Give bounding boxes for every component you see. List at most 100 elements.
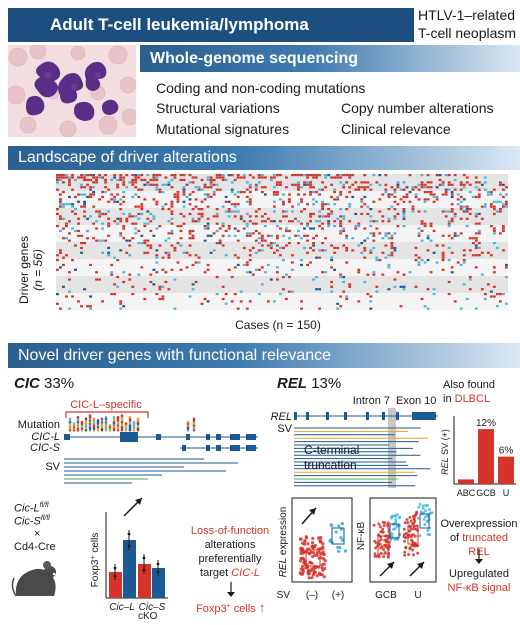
oncoplot-cell: [381, 215, 385, 218]
oncoplot-cell: [98, 215, 102, 218]
oncoplot-cell: [206, 178, 210, 182]
oncoplot-cell: [245, 232, 249, 235]
oncoplot-cell: [119, 232, 123, 235]
oncoplot-cell: [474, 307, 478, 310]
oncoplot-row-band: [56, 242, 508, 245]
oncoplot-cell: [282, 234, 285, 237]
oncoplot-cell: [453, 215, 457, 218]
oncoplot-cell: [345, 297, 349, 301]
oncoplot-cell: [113, 195, 117, 199]
oncoplot-cell: [333, 225, 337, 228]
oncoplot-cell: [378, 232, 382, 235]
oncoplot-cell: [206, 176, 210, 179]
oncoplot-cell: [444, 193, 448, 196]
oncoplot-cell: [140, 208, 144, 211]
oncoplot-cell: [215, 222, 219, 225]
oncoplot-cell: [68, 176, 71, 179]
oncoplot-cell: [221, 225, 225, 228]
oncoplot-cell: [411, 188, 415, 191]
oncoplot-cell: [396, 225, 400, 228]
oncoplot-cell: [366, 273, 370, 276]
oncoplot-cell: [113, 293, 117, 296]
oncoplot-cell: [369, 188, 373, 191]
cic-lollipop-dot: [104, 415, 108, 419]
oncoplot-cell: [242, 191, 246, 194]
oncoplot-cell: [390, 251, 394, 254]
oncoplot-cell: [95, 271, 99, 274]
oncoplot-cell: [242, 174, 246, 177]
oncoplot-cell: [327, 203, 331, 206]
oncoplot-cell: [351, 249, 355, 252]
oncoplot-cell: [95, 278, 99, 281]
oncoplot-cell: [119, 174, 123, 177]
oncoplot-cell: [134, 176, 138, 179]
oncoplot-cell: [95, 181, 99, 184]
nfkb-ylabel: NF-κB: [356, 522, 367, 551]
rel-expr-point-neg: [321, 542, 325, 546]
oncoplot-cell: [387, 263, 391, 267]
oncoplot-cell: [161, 285, 165, 288]
rel-expr-point-pos: [338, 546, 342, 550]
oncoplot-cell: [396, 186, 400, 189]
oncoplot-cell: [173, 193, 177, 196]
oncoplot-cell: [149, 280, 153, 284]
oncoplot-cell: [161, 208, 165, 211]
oncoplot-cell: [77, 222, 80, 225]
oncoplot-cell: [155, 261, 159, 264]
oncoplot-cell: [230, 188, 234, 191]
oncoplot-cell: [56, 181, 59, 184]
cic-track-mutation: Mutation: [18, 419, 60, 431]
oncoplot-cell: [185, 183, 189, 186]
oncoplot-cell: [200, 188, 204, 191]
oncoplot-cell: [197, 208, 201, 211]
oncoplot-cell: [345, 208, 349, 211]
oncoplot-cell: [306, 239, 309, 242]
rel-expr-point-pos: [328, 539, 332, 543]
oncoplot-cell: [233, 266, 237, 269]
oncoplot-cell: [164, 239, 168, 242]
oncoplot-cell: [408, 200, 412, 203]
oncoplot-cell: [68, 178, 71, 182]
oncoplot-cell: [86, 229, 89, 233]
cic-foxp3-result: Foxp3+ cells ↑: [196, 600, 266, 615]
oncoplot-cell: [369, 251, 373, 254]
oncoplot-row-band: [56, 256, 508, 260]
oncoplot-cell: [80, 305, 83, 308]
oncoplot-cell: [378, 183, 382, 186]
oncoplot-cell: [375, 259, 379, 262]
oncoplot-cell: [263, 239, 267, 242]
oncoplot-cell: [215, 229, 219, 233]
rel-expr-point-neg: [320, 566, 324, 570]
oncoplot-cell: [447, 220, 451, 223]
oncoplot-cell: [203, 239, 207, 242]
oncoplot-cell: [71, 203, 74, 206]
oncoplot-cell: [501, 249, 505, 252]
oncoplot-cell: [474, 181, 478, 184]
oncoplot-cell: [134, 186, 138, 189]
oncoplot-cell: [236, 307, 240, 310]
oncoplot-cell: [155, 256, 159, 259]
oncoplot-cell: [275, 244, 279, 247]
oncoplot-cell: [327, 212, 331, 216]
oncoplot-cell: [209, 234, 213, 237]
oncoplot-cell: [149, 183, 153, 186]
nfkb-point: [415, 511, 419, 515]
oncoplot-cell: [393, 249, 397, 252]
oncoplot-cell: [339, 295, 343, 298]
oncoplot-cell: [125, 251, 129, 254]
oncoplot-cell: [236, 210, 240, 213]
nfkb-point: [393, 538, 397, 542]
oncoplot-cell: [324, 203, 328, 206]
oncoplot-cell: [492, 285, 496, 288]
oncoplot-cell: [128, 244, 132, 247]
oncoplot-cell: [209, 251, 213, 254]
landscape-title: Landscape of driver alterations: [18, 149, 237, 166]
rel-exon-label: Exon 10: [396, 395, 436, 407]
oncoplot-row-band: [56, 271, 508, 274]
oncoplot-cell: [291, 174, 294, 177]
oncoplot-cell: [327, 174, 331, 177]
rel-expr-point-neg: [311, 555, 315, 559]
oncoplot-cell: [161, 205, 165, 208]
oncoplot-cell: [441, 244, 445, 247]
oncoplot-cell: [230, 191, 234, 194]
